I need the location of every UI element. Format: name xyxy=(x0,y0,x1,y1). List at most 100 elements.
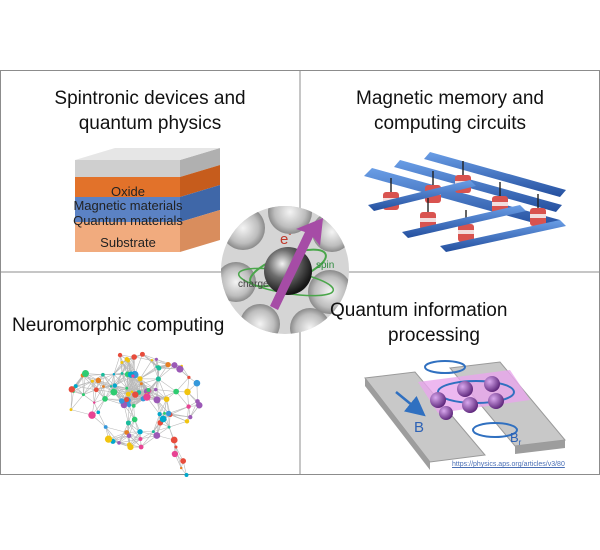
brain-node xyxy=(172,362,178,368)
brain-node xyxy=(82,370,89,377)
brain-node xyxy=(121,372,124,375)
brain-node xyxy=(185,473,189,477)
brain-edge xyxy=(106,427,127,432)
brain-node xyxy=(140,382,143,385)
brain-node xyxy=(70,408,73,411)
brain-node xyxy=(127,433,132,438)
brain-node xyxy=(158,412,162,416)
brain-node xyxy=(166,411,171,416)
brain-node xyxy=(180,467,183,470)
panel-title-magnetic-memory: Magnetic memory and computing circuits xyxy=(315,86,585,136)
field-label-b: B xyxy=(414,419,424,436)
brain-node xyxy=(93,401,95,403)
brain-edge xyxy=(156,390,176,392)
qubit xyxy=(430,392,446,408)
brain-node xyxy=(185,419,189,423)
brain-node xyxy=(187,376,190,379)
brain-node xyxy=(147,388,151,392)
spin-label: spin xyxy=(316,260,334,271)
brain-node xyxy=(188,415,192,419)
neural-network-brain-illustration xyxy=(69,352,203,477)
brain-node xyxy=(104,425,108,429)
brain-node xyxy=(127,403,131,407)
qubit xyxy=(484,376,500,392)
brain-node xyxy=(180,458,186,464)
brain-node xyxy=(69,386,75,392)
brain-node xyxy=(194,380,201,387)
brain-edge xyxy=(98,412,105,427)
brain-node xyxy=(110,385,112,387)
brain-node xyxy=(165,362,170,367)
brain-node xyxy=(154,396,161,403)
layer-stack-illustration: Oxide Magnetic materials Quantum materia… xyxy=(73,148,220,252)
brain-node xyxy=(91,380,94,383)
quantum-device-illustration: B Br xyxy=(365,361,565,470)
title-line: quantum physics xyxy=(15,111,285,136)
source-link[interactable]: https://physics.aps.org/articles/v3/80 xyxy=(452,461,565,468)
layer-label-oxide: Oxide xyxy=(111,184,145,199)
brain-node xyxy=(131,374,134,377)
title-line: Magnetic memory and xyxy=(315,86,585,111)
brain-node xyxy=(154,388,157,391)
panel-title-spintronics: Spintronic devices and quantum physics xyxy=(15,86,285,136)
brain-node xyxy=(155,358,158,361)
brain-node xyxy=(127,444,133,450)
brain-node xyxy=(163,412,166,415)
brain-node xyxy=(140,352,145,357)
brain-node xyxy=(102,385,105,388)
brain-node xyxy=(176,366,183,373)
brain-node xyxy=(174,445,177,448)
brain-edge xyxy=(83,395,94,403)
brain-node xyxy=(137,429,142,434)
brain-edge xyxy=(83,375,84,394)
brain-node xyxy=(125,357,130,362)
brain-node xyxy=(117,441,121,445)
brain-node xyxy=(119,398,124,403)
brain-node xyxy=(126,392,131,397)
qubit xyxy=(488,393,504,409)
brain-node xyxy=(157,366,162,371)
brain-node xyxy=(186,404,190,408)
brain-node xyxy=(131,354,137,360)
brain-node xyxy=(118,353,122,357)
qubit xyxy=(457,381,473,397)
brain-node xyxy=(173,389,179,395)
title-line: processing xyxy=(330,323,600,348)
brain-edge xyxy=(169,421,187,427)
brain-node xyxy=(113,383,117,387)
brain-node xyxy=(137,376,142,381)
brain-node xyxy=(138,437,142,441)
brain-node xyxy=(132,404,136,408)
brain-node xyxy=(132,417,138,423)
brain-node xyxy=(113,373,115,375)
brain-node xyxy=(184,389,190,395)
brain-node xyxy=(156,376,161,381)
brain-node xyxy=(125,387,128,390)
brain-node xyxy=(171,437,178,444)
title-line: Spintronic devices and xyxy=(15,86,285,111)
brain-node xyxy=(143,393,150,400)
brain-node xyxy=(124,397,129,402)
title-line: Quantum information xyxy=(330,298,600,323)
brain-edge xyxy=(169,407,189,414)
layer-label-magnetic: Magnetic materials xyxy=(73,198,183,213)
panel-title-neuromorphic: Neuromorphic computing xyxy=(12,313,252,338)
brain-node xyxy=(82,393,85,396)
qubit xyxy=(439,406,453,420)
brain-node xyxy=(195,399,200,404)
brain-node xyxy=(132,391,138,397)
brain-edge xyxy=(140,367,157,379)
brain-node xyxy=(126,420,131,425)
brain-node xyxy=(152,430,155,433)
brain-node xyxy=(96,378,102,384)
brain-node xyxy=(153,432,160,439)
brain-node xyxy=(168,426,171,429)
brain-node xyxy=(151,359,153,361)
brain-node xyxy=(105,436,112,443)
brain-node xyxy=(88,411,95,418)
brain-node xyxy=(101,373,105,377)
brain-node xyxy=(96,410,100,414)
brain-node xyxy=(172,451,178,457)
layer-label-substrate: Substrate xyxy=(100,235,156,250)
